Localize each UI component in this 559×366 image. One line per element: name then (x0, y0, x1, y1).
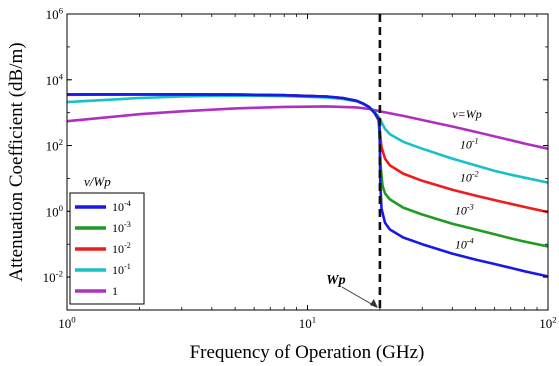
y-tick-label: 104 (46, 71, 64, 87)
legend-title: v/Wp (84, 174, 111, 189)
x-axis-label: Frequency of Operation (GHz) (190, 342, 425, 363)
x-tick-label: 102 (539, 315, 556, 331)
legend-label: 10-2 (112, 241, 131, 256)
wp-arrow-head (369, 299, 378, 308)
legend-label: 10-1 (112, 262, 131, 277)
wp-annotation: Wp (326, 273, 378, 308)
curve-label: v=Wp (452, 107, 481, 121)
legend-label: 10-3 (112, 220, 131, 235)
series-lines (67, 93, 548, 278)
y-tick-label: 106 (46, 6, 64, 22)
curve-label: 10-4 (455, 236, 474, 251)
series-line (67, 93, 548, 278)
curve-label: 10-1 (460, 137, 479, 152)
x-tick-label: 100 (58, 315, 76, 331)
legend-label: 10-4 (112, 199, 131, 214)
y-axis-label: Attenuation Coefficient (dB/m) (6, 42, 27, 281)
curve-label: 10-2 (460, 170, 479, 185)
y-tick-label: 100 (46, 203, 64, 219)
legend-label: 1 (112, 284, 118, 298)
curve-annotations: v=Wp 10-1 10-2 10-3 10-4 (452, 107, 481, 251)
y-tick-label: 102 (46, 137, 63, 153)
wp-arrow-line (341, 286, 376, 307)
x-tick-label: 101 (299, 315, 316, 331)
curve-label: 10-3 (455, 202, 474, 217)
y-tick-label: 10-2 (43, 269, 63, 285)
wp-label: Wp (326, 273, 345, 288)
axis-ticks: 100 101 102 10-2 100 102 104 106 (43, 6, 557, 331)
